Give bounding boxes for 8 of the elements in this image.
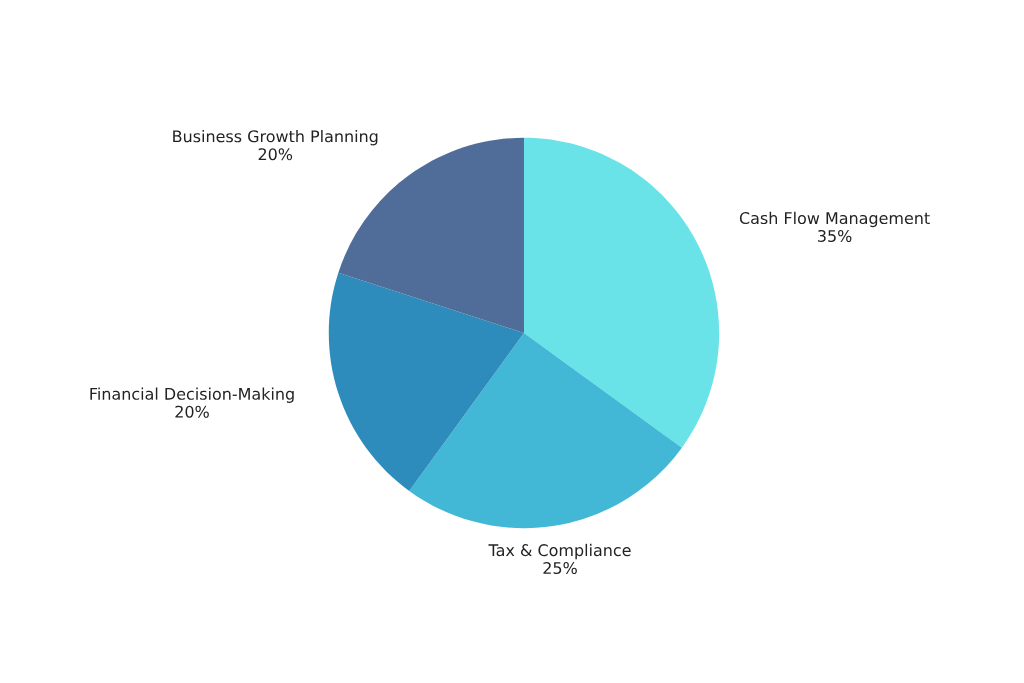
data-label: 20% (175, 405, 209, 418)
slice-label: Business Growth Planning (173, 129, 378, 146)
slice-label: Tax & Compliance (488, 543, 631, 560)
slice-label: Financial Decision-Making (90, 387, 294, 403)
slice-label: Cash Flow Management (739, 211, 930, 228)
data-label: 20% (258, 148, 293, 161)
data-label: 35% (818, 229, 852, 242)
data-label: 25% (543, 561, 577, 575)
